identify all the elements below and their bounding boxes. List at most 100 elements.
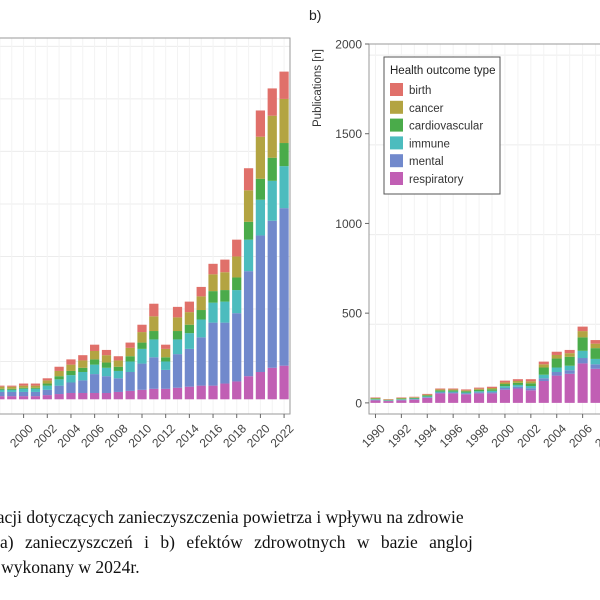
bar-cancer-2010 — [137, 332, 147, 343]
bar-mental-2019 — [243, 271, 254, 377]
bar-cancer-2015 — [196, 296, 206, 311]
legend: Health outcome type birth cancer cardiovasc… — [383, 56, 501, 195]
bar-respiratory-2011 — [149, 388, 159, 400]
bar-cardiovascular-2017 — [220, 290, 230, 302]
bar-cancer-2004 — [66, 364, 76, 371]
bar-cancer-2022 — [279, 98, 289, 144]
bar-birth-1995 — [435, 388, 446, 390]
bar-mental-2020 — [255, 235, 266, 372]
bar-birth-2002 — [525, 379, 536, 382]
bar-respiratory-2001 — [30, 396, 41, 400]
bar-respiratory-2016 — [208, 385, 218, 400]
bar-respiratory-2003 — [538, 380, 549, 403]
legend-swatch-mental — [390, 154, 403, 168]
bar-birth-1999 — [486, 386, 498, 388]
bar-cancer-2005 — [564, 353, 575, 357]
bar-cardiovascular-1999 — [486, 389, 498, 391]
bar-respiratory-2007 — [590, 368, 600, 403]
bar-mental-2007 — [101, 376, 112, 393]
bar-mental-2005 — [564, 370, 575, 374]
bar-respiratory-1996 — [448, 393, 459, 403]
x-tick-label: 2006 — [566, 421, 595, 450]
bar-immune-2015 — [196, 319, 206, 338]
x-tick-label: 1996 — [437, 421, 466, 450]
bar-respiratory-1998 — [0, 396, 5, 400]
bar-birth-2003 — [538, 361, 549, 365]
bar-cardiovascular-2007 — [590, 348, 600, 359]
bar-cardiovascular-2000 — [18, 387, 29, 389]
bar-cardiovascular-2020 — [255, 178, 266, 200]
bar-mental-1990 — [370, 399, 381, 401]
bar-birth-1998 — [0, 385, 5, 387]
bar-respiratory-2013 — [172, 387, 183, 400]
bar-immune-2004 — [66, 375, 76, 383]
y-tick-label: 2000 — [335, 38, 362, 52]
bar-respiratory-2004 — [66, 392, 76, 400]
bar-immune-1996 — [448, 391, 459, 393]
bar-cancer-2011 — [149, 316, 159, 332]
x-tick-label: 2008 — [102, 421, 131, 450]
bar-birth-2005 — [78, 355, 88, 361]
bar-respiratory-2020 — [255, 371, 266, 400]
bar-cardiovascular-2014 — [184, 324, 194, 334]
bar-respiratory-2018 — [232, 381, 242, 400]
bar-mental-2001 — [512, 386, 523, 389]
bar-cancer-1996 — [448, 389, 459, 391]
bar-birth-1990 — [370, 397, 381, 399]
bar-cancer-1994 — [422, 394, 433, 396]
bar-cancer-2003 — [538, 364, 549, 368]
bar-respiratory-1998 — [474, 393, 485, 403]
legend-swatch-birth — [390, 83, 403, 96]
bar-immune-2021 — [267, 180, 277, 221]
bar-birth-2011 — [149, 303, 159, 317]
caption-line-3: d wykonany w 2024r. — [0, 557, 140, 577]
bar-respiratory-2000 — [499, 389, 510, 403]
y-axis-label: Publications [n] — [312, 49, 324, 127]
bar-cancer-1998 — [474, 388, 485, 390]
x-tick-label: 1994 — [411, 421, 440, 450]
bar-respiratory-2010 — [137, 389, 147, 400]
bar-respiratory-1997 — [461, 394, 472, 403]
x-tick-label: 2020 — [244, 421, 273, 450]
bar-immune-1999 — [7, 389, 17, 392]
bar-immune-1999 — [486, 390, 498, 393]
bar-cardiovascular-1998 — [474, 389, 485, 392]
legend-box — [383, 56, 501, 195]
bar-immune-2019 — [243, 239, 254, 272]
bar-cardiovascular-2008 — [113, 366, 123, 371]
bar-cancer-2003 — [54, 370, 64, 377]
bar-respiratory-2022 — [279, 365, 289, 400]
bar-immune-2022 — [279, 166, 289, 209]
bar-birth-2001 — [30, 383, 41, 386]
x-tick-label: 1998 — [463, 421, 492, 450]
bar-mental-2004 — [551, 372, 562, 376]
bar-birth-1998 — [474, 387, 485, 389]
x-tick-label: 2004 — [540, 421, 569, 450]
bar-cardiovascular-2016 — [208, 291, 218, 303]
x-tick-label: 2014 — [173, 421, 202, 450]
bar-cancer-2008 — [113, 360, 123, 367]
bar-cancer-2000 — [18, 385, 29, 388]
bar-cancer-2009 — [125, 347, 135, 357]
bar-mental-2021 — [267, 220, 277, 368]
bar-mental-2014 — [184, 348, 194, 387]
bar-mental-2003 — [54, 385, 64, 395]
bar-cancer-2004 — [551, 354, 562, 359]
bar-immune-1993 — [409, 398, 420, 400]
bar-stacks — [0, 71, 289, 400]
bar-cardiovascular-1994 — [422, 395, 433, 397]
bar-mental-2000 — [18, 391, 29, 397]
bar-respiratory-2004 — [551, 375, 562, 403]
legend-label-mental: mental — [409, 156, 444, 168]
bar-cardiovascular-1995 — [435, 390, 446, 392]
bar-immune-2000 — [499, 386, 510, 388]
bar-cancer-2021 — [267, 115, 277, 158]
legend-label-immune: immune — [409, 138, 450, 150]
bar-cardiovascular-2004 — [66, 370, 76, 376]
bar-cancer-1990 — [370, 398, 381, 399]
bar-cancer-1997 — [461, 390, 472, 392]
bar-cancer-2018 — [232, 256, 242, 278]
bar-mental-1998 — [474, 392, 485, 394]
plot-border — [368, 43, 600, 415]
bar-birth-2021 — [267, 88, 277, 116]
